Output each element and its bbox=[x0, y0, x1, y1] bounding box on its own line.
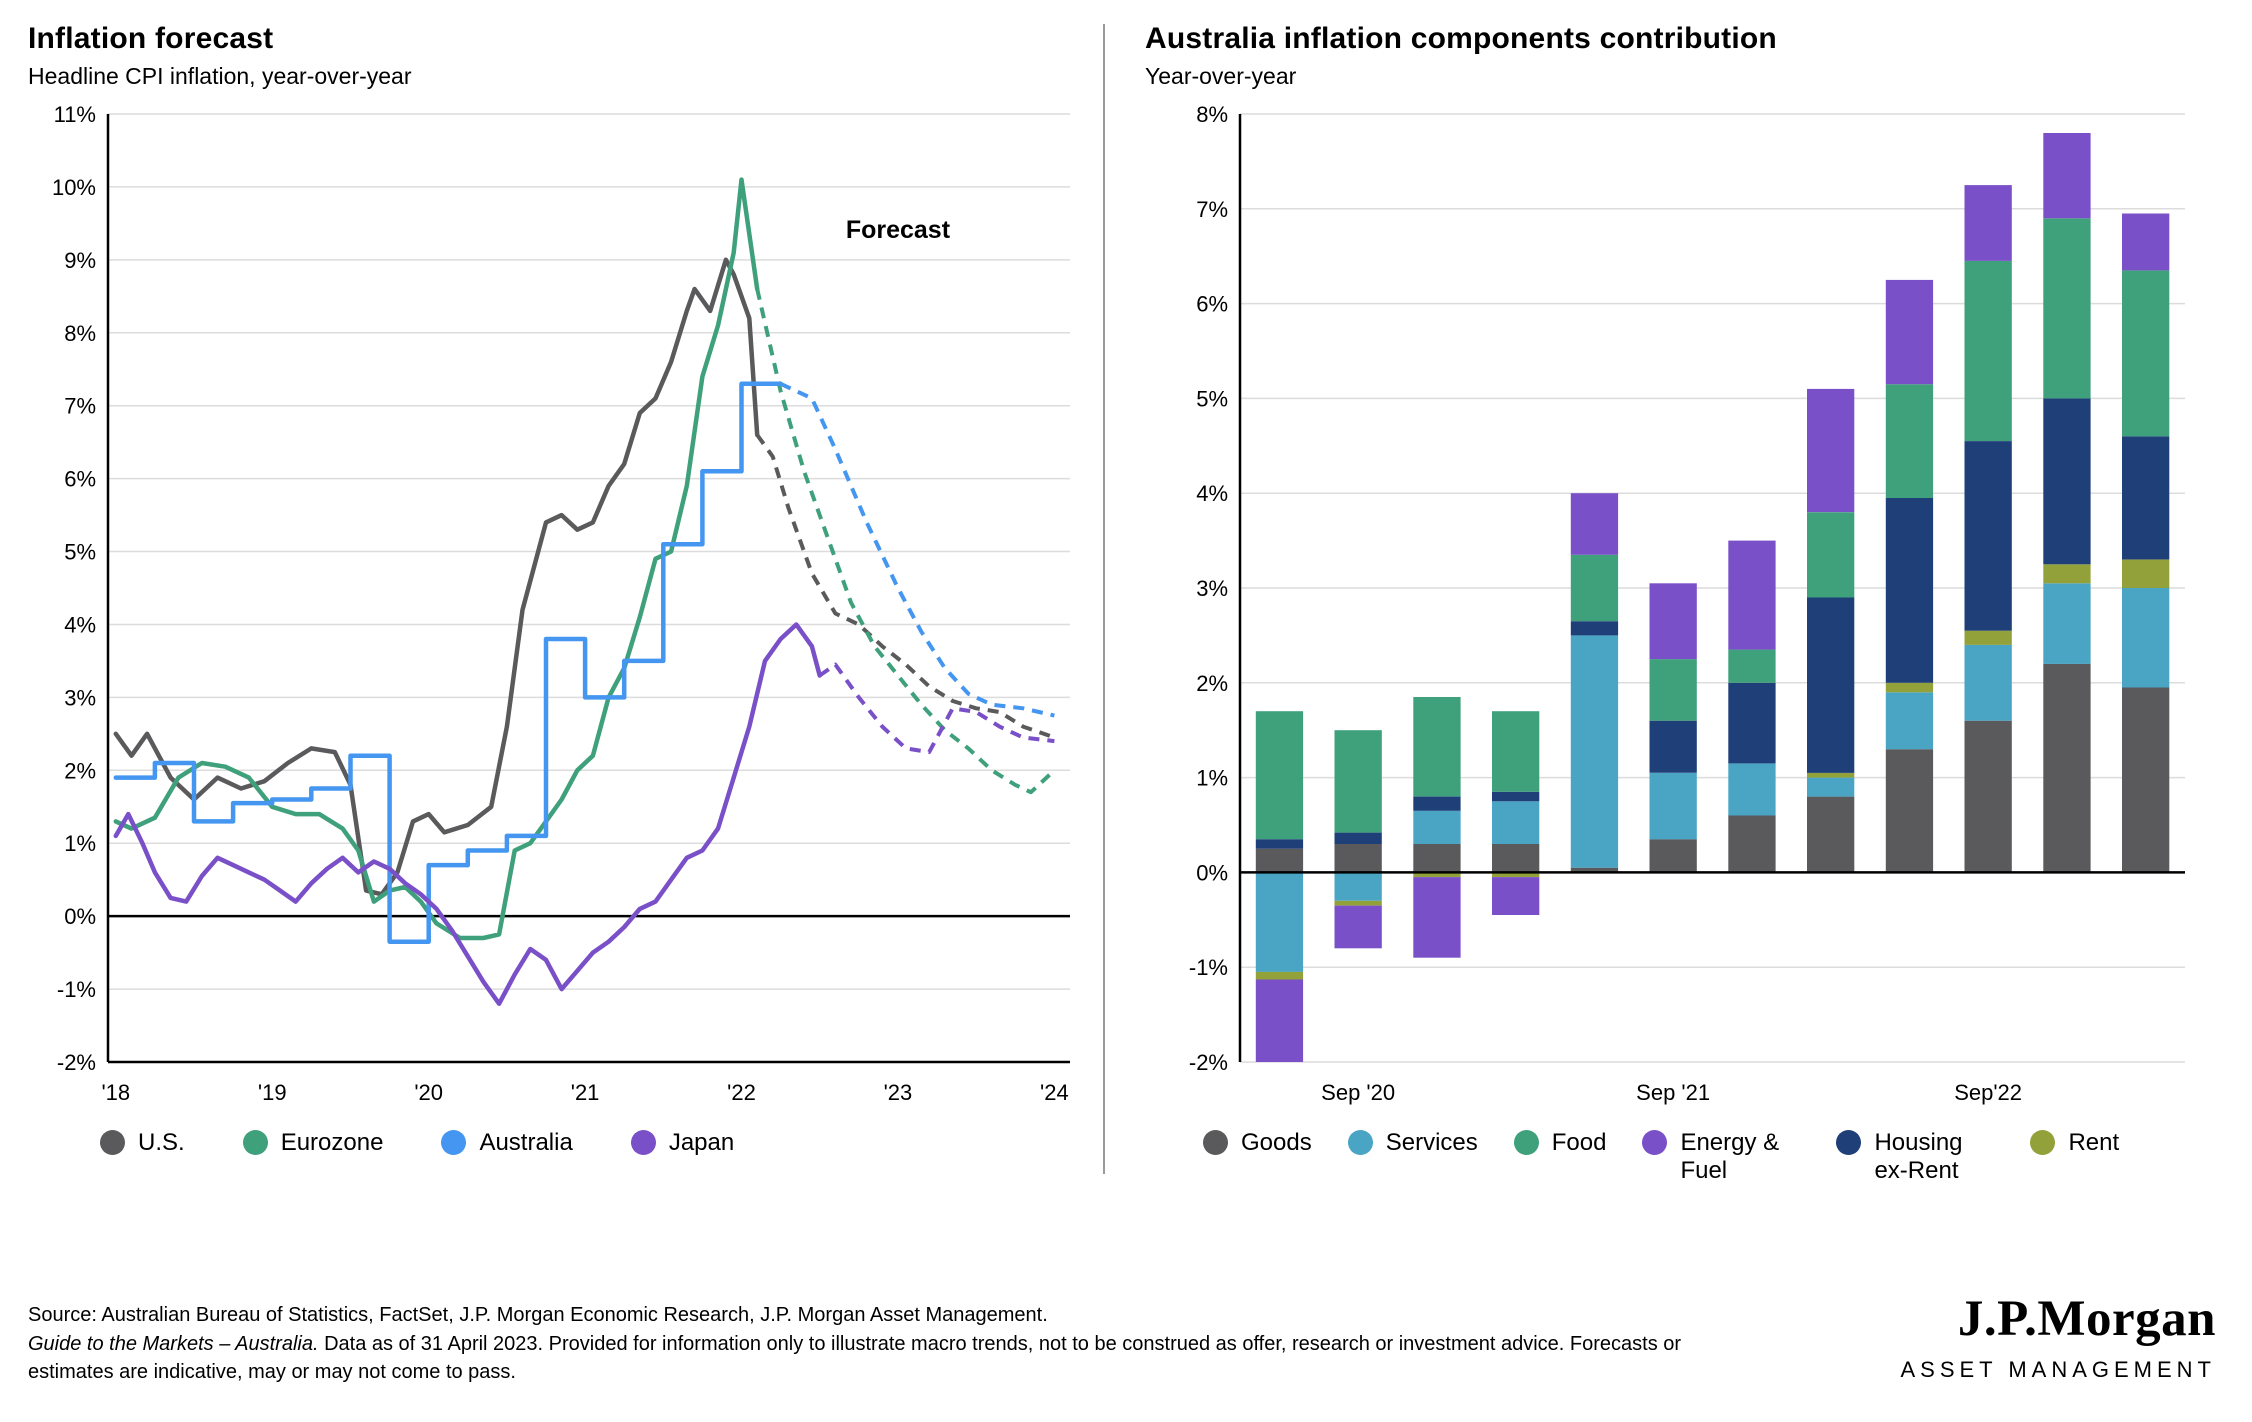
left-chart-subtitle: Headline CPI inflation, year-over-year bbox=[28, 63, 412, 89]
legend-label: Australia bbox=[479, 1129, 573, 1156]
charts-row: Inflation forecast Headline CPI inflatio… bbox=[28, 22, 2232, 1186]
legend-label: Goods bbox=[1241, 1129, 1312, 1156]
legend-item: Services bbox=[1347, 1129, 1478, 1157]
legend-label: U.S. bbox=[138, 1129, 185, 1156]
svg-text:2%: 2% bbox=[64, 758, 96, 783]
svg-text:8%: 8% bbox=[64, 321, 96, 346]
legend-item: U.S. bbox=[100, 1129, 185, 1157]
legend-swatch bbox=[1836, 1130, 1862, 1155]
legend-label: Food bbox=[1551, 1129, 1607, 1156]
legend-label: Services bbox=[1385, 1129, 1478, 1156]
svg-text:2%: 2% bbox=[1196, 671, 1228, 696]
right-chart-legend: Goods Services Food Energy & Fuel Housing ex… bbox=[1203, 1129, 2225, 1186]
svg-text:'18: '18 bbox=[101, 1080, 130, 1105]
legend-label: Housing ex-Rent bbox=[1874, 1129, 1963, 1185]
legend-item: Japan bbox=[630, 1129, 735, 1157]
svg-text:'20: '20 bbox=[414, 1080, 443, 1105]
legend-item: Energy & Fuel bbox=[1642, 1129, 1800, 1186]
svg-text:5%: 5% bbox=[64, 540, 96, 565]
svg-text:'24: '24 bbox=[1040, 1080, 1069, 1105]
svg-text:Sep '20: Sep '20 bbox=[1321, 1080, 1395, 1105]
svg-text:1%: 1% bbox=[64, 831, 96, 856]
svg-text:-1%: -1% bbox=[57, 977, 96, 1002]
svg-text:'21: '21 bbox=[571, 1080, 600, 1105]
svg-text:'19: '19 bbox=[258, 1080, 287, 1105]
svg-text:5%: 5% bbox=[1196, 386, 1228, 411]
jpmorgan-logo: J.P.Morgan ASSET MANAGEMENT bbox=[1900, 1290, 2222, 1387]
legend-swatch bbox=[242, 1130, 268, 1155]
svg-text:3%: 3% bbox=[1196, 576, 1228, 601]
legend-item: Australia bbox=[441, 1129, 573, 1157]
inflation-forecast-line-chart: -2% -1% 0% 1% 2% 3% 4% 5% 6% 7% 8% 9% 10% 11% '18 '19 '2… bbox=[52, 102, 1070, 1105]
legend-swatch bbox=[1347, 1130, 1373, 1155]
svg-text:0%: 0% bbox=[64, 904, 96, 929]
legend-item: Eurozone bbox=[242, 1129, 384, 1157]
svg-text:-2%: -2% bbox=[57, 1050, 96, 1075]
left-panel: Inflation forecast Headline CPI inflatio… bbox=[28, 22, 1103, 1186]
left-chart-title: Inflation forecast bbox=[28, 22, 274, 55]
svg-text:Sep '21: Sep '21 bbox=[1636, 1080, 1710, 1105]
svg-text:4%: 4% bbox=[64, 612, 96, 637]
footer: Source: Australian Bureau of Statistics,… bbox=[28, 1290, 2232, 1387]
legend-label: Rent bbox=[2068, 1129, 2120, 1156]
svg-text:1%: 1% bbox=[1196, 766, 1228, 791]
svg-text:Sep'22: Sep'22 bbox=[1954, 1080, 2022, 1105]
right-chart-title: Australia inflation components contribut… bbox=[1145, 22, 1777, 55]
gttm-title: Guide to the Markets – Australia. bbox=[28, 1332, 319, 1355]
logo-wordmark: J.P.Morgan bbox=[1957, 1290, 2216, 1347]
logo-subtitle: ASSET MANAGEMENT bbox=[1900, 1356, 2216, 1382]
legend-swatch bbox=[1642, 1130, 1668, 1155]
source-line: Source: Australian Bureau of Statistics,… bbox=[28, 1304, 1048, 1327]
legend-item: Food bbox=[1513, 1129, 1607, 1157]
legend-item: Goods bbox=[1203, 1129, 1312, 1157]
panel-divider bbox=[1103, 24, 1105, 1174]
svg-text:11%: 11% bbox=[54, 102, 96, 127]
left-chart-legend: U.S. Eurozone Australia Japan bbox=[100, 1129, 1103, 1157]
source-text: Source: Australian Bureau of Statistics,… bbox=[28, 1301, 1688, 1386]
svg-text:-2%: -2% bbox=[1189, 1050, 1228, 1075]
right-panel: Australia inflation components contribut… bbox=[1105, 22, 2225, 1186]
legend-swatch bbox=[2030, 1130, 2056, 1155]
disclaimer-line: Guide to the Markets – Australia. Data a… bbox=[28, 1330, 1688, 1387]
legend-swatch bbox=[100, 1130, 125, 1155]
legend-swatch bbox=[1513, 1130, 1539, 1155]
inflation-components-bar-chart: -2% -1% 0% 1% 2% 3% 4% 5% 6% 7% 8% Sep '20 Sep '21 Se… bbox=[1189, 102, 2185, 1105]
svg-text:4%: 4% bbox=[1196, 481, 1228, 506]
svg-text:6%: 6% bbox=[1196, 292, 1228, 317]
svg-text:6%: 6% bbox=[64, 467, 96, 492]
legend-swatch bbox=[630, 1130, 656, 1155]
legend-swatch bbox=[1203, 1130, 1228, 1155]
legend-label: Eurozone bbox=[280, 1129, 384, 1156]
svg-text:3%: 3% bbox=[64, 685, 96, 710]
svg-text:-1%: -1% bbox=[1189, 955, 1228, 980]
legend-item: Rent bbox=[2030, 1129, 2119, 1157]
svg-text:7%: 7% bbox=[64, 394, 96, 419]
svg-text:'22: '22 bbox=[727, 1080, 756, 1105]
legend-label: Energy & Fuel bbox=[1680, 1129, 1780, 1185]
svg-text:0%: 0% bbox=[1196, 860, 1228, 885]
disclaimer-rest: Data as of 31 April 2023. Provided for i… bbox=[28, 1332, 1682, 1384]
svg-text:9%: 9% bbox=[64, 248, 96, 273]
legend-swatch bbox=[441, 1130, 467, 1155]
svg-text:8%: 8% bbox=[1196, 102, 1228, 127]
svg-text:7%: 7% bbox=[1196, 197, 1228, 222]
svg-text:10%: 10% bbox=[52, 175, 96, 200]
legend-item: Housing ex-Rent bbox=[1836, 1129, 1994, 1186]
legend-label: Japan bbox=[668, 1129, 735, 1156]
right-chart-subtitle: Year-over-year bbox=[1145, 63, 1297, 89]
svg-text:Forecast: Forecast bbox=[846, 216, 951, 244]
svg-text:'23: '23 bbox=[884, 1080, 913, 1105]
